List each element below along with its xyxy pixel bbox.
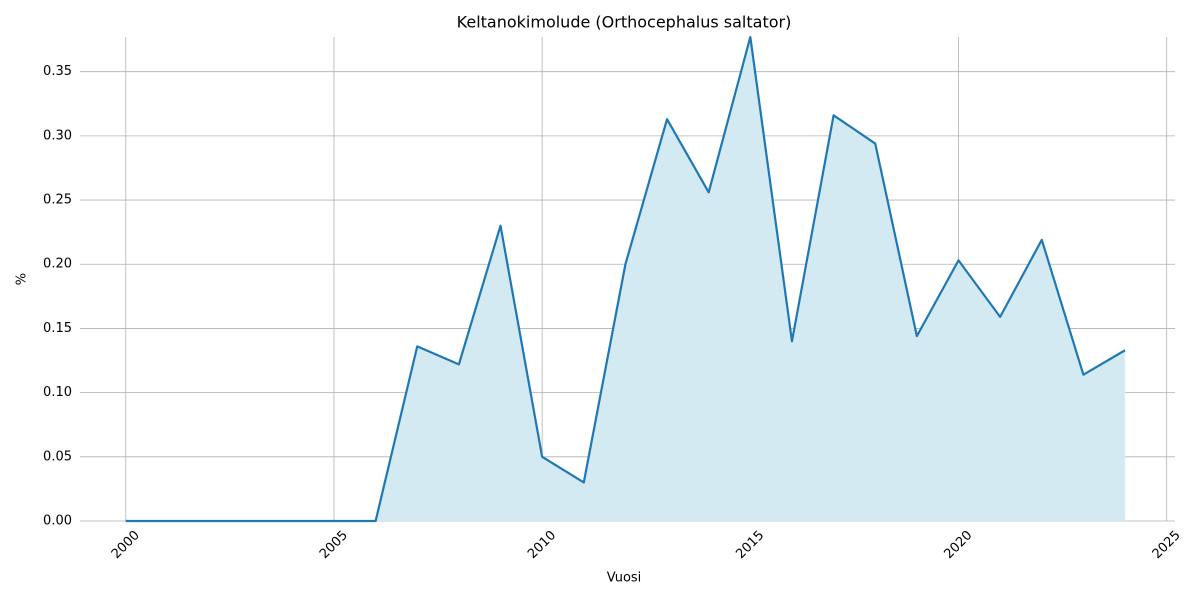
y-axis-label: % — [15, 273, 30, 285]
y-tick-label: 0.10 — [43, 385, 72, 400]
area — [125, 37, 1126, 521]
x-tick-label: 2025 — [1150, 528, 1184, 562]
x-tick-label: 2020 — [941, 528, 975, 562]
y-tick-label: 0.35 — [43, 64, 72, 79]
y-tick-label: 0.25 — [43, 193, 72, 208]
y-tick-label: 0.30 — [43, 128, 72, 143]
x-tick-label: 2010 — [525, 528, 559, 562]
chart-title: Keltanokimolude (Orthocephalus saltator) — [457, 13, 792, 32]
y-tick-label: 0.05 — [43, 449, 72, 464]
y-tick-label: 0.15 — [43, 321, 72, 336]
y-tick-label: 0.20 — [43, 257, 72, 272]
line — [125, 35, 1126, 523]
x-tick-label: 2015 — [733, 528, 767, 562]
y-tick-label: 0.00 — [43, 514, 72, 529]
x-tick-label: 2000 — [109, 528, 143, 562]
x-axis-label: Vuosi — [607, 571, 642, 586]
x-tick-label: 2005 — [317, 528, 351, 562]
